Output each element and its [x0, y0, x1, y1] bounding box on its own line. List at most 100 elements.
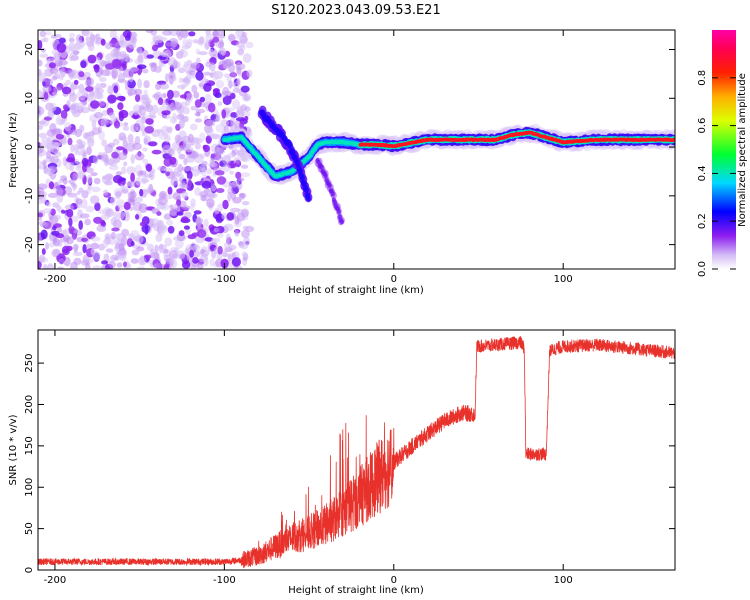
- spectrogram-noise-blob: [216, 203, 224, 212]
- spectrogram-noise-blob: [99, 82, 107, 88]
- snr-frame: [37, 329, 676, 571]
- spectrogram-noise-blob: [135, 94, 141, 103]
- spectrogram-noise-blob: [62, 156, 67, 167]
- spectrogram-ytick-label: -20: [24, 236, 35, 252]
- spectrogram-noise-blob: [212, 30, 219, 37]
- spectrogram-noise-blob: [191, 84, 198, 93]
- spectrogram-noise-blob: [194, 99, 202, 108]
- spectrogram-noise-blob: [72, 50, 80, 56]
- spectrogram-noise-blob: [214, 155, 224, 162]
- spectrogram-noise-blob: [130, 229, 140, 239]
- spectrogram-noise-blob: [78, 71, 85, 78]
- spectrogram-ytick-label: 0: [24, 144, 35, 150]
- spectrogram-noise-blob: [174, 101, 183, 111]
- spectrogram-streak-mark: [323, 173, 328, 179]
- spectrogram-noise-blob: [242, 225, 249, 231]
- spectrogram-noise-blob: [114, 42, 121, 51]
- spectrogram-noise-blob: [93, 64, 100, 73]
- spectrogram-noise-blob: [241, 201, 250, 206]
- spectrogram-noise-blob: [188, 74, 196, 79]
- spectrogram-noise-blob: [169, 250, 178, 259]
- spectrogram-noise-blob: [69, 162, 75, 172]
- spectrogram-noise-blob: [123, 209, 130, 218]
- snr-series-line: [38, 336, 675, 569]
- spectrogram-noise-blob: [142, 158, 149, 164]
- spectrogram-noise-blob: [92, 251, 101, 261]
- spectrogram-noise-blob: [131, 249, 140, 256]
- spectrogram-noise-blob: [70, 144, 75, 153]
- spectrogram-noise-blob: [177, 250, 186, 260]
- spectrogram-noise-blob: [186, 170, 193, 180]
- spectrogram-noise-blob: [64, 186, 73, 195]
- spectrogram-noise-blob: [121, 228, 130, 237]
- spectrogram-noise-blob: [221, 109, 227, 119]
- spectrogram-noise-blob: [68, 37, 75, 43]
- spectrogram-noise-blob: [38, 72, 47, 83]
- spectrogram-noise-blob: [163, 248, 169, 254]
- spectrogram-noise-blob: [81, 190, 89, 199]
- spectrogram-noise-blob: [143, 80, 150, 89]
- spectrogram-noise-blob: [172, 112, 177, 123]
- spectrogram-noise-blob: [111, 151, 119, 159]
- spectrogram-noise-blob: [135, 214, 140, 220]
- spectrogram-noise-blob: [215, 188, 225, 193]
- spectrogram-noise-blob: [94, 92, 103, 100]
- spectrogram-noise-blob: [169, 156, 177, 165]
- spectrogram-noise-blob: [110, 196, 116, 206]
- spectrogram-noise-blob: [151, 44, 159, 52]
- snr-xtick-label: 100: [554, 575, 573, 586]
- spectrogram-noise-blob: [216, 176, 227, 185]
- spectrogram-noise-blob: [216, 232, 224, 238]
- spectrogram-noise-blob: [104, 157, 109, 167]
- spectrogram-noise-blob: [188, 31, 196, 37]
- spectrogram-noise-blob: [165, 257, 171, 265]
- spectrogram-noise-blob: [188, 70, 196, 76]
- spectrogram-noise-blob: [56, 266, 64, 269]
- spectrogram-noise-blob: [53, 73, 61, 80]
- spectrogram-noise-blob: [126, 181, 136, 188]
- spectrogram-noise-blob: [192, 257, 199, 264]
- spectrogram-noise-blob: [123, 261, 127, 268]
- snr-ytick-label: 100: [24, 478, 35, 497]
- spectrogram-noise-blob: [62, 228, 70, 237]
- spectrogram-noise-blob: [226, 212, 235, 221]
- spectrogram-noise-blob: [231, 99, 241, 110]
- snr-xtick-label: 0: [391, 575, 397, 586]
- spectrogram-noise-blob: [209, 258, 215, 267]
- spectrogram-noise-blob: [99, 76, 107, 82]
- spectrogram-noise-blob: [228, 182, 238, 189]
- spectrogram-noise-blob: [64, 121, 72, 132]
- spectrogram-noise-blob: [239, 243, 249, 250]
- spectrogram-noise-blob: [139, 222, 145, 227]
- spectrogram-noise-blob: [167, 186, 173, 195]
- spectrogram-noise-blob: [52, 202, 60, 208]
- spectrogram-noise-blob: [38, 106, 45, 116]
- spectrogram-noise-blob: [222, 199, 229, 210]
- spectrogram-noise-blob: [244, 116, 249, 121]
- spectrogram-noise-blob: [144, 126, 154, 134]
- spectrogram-noise-blob: [130, 198, 136, 206]
- spectrogram-noise-blob: [143, 254, 152, 259]
- colorbar-label: Normalized spectral amplitude: [737, 73, 748, 227]
- spectrogram-noise-blob: [225, 233, 231, 243]
- spectrogram-noise-blob: [105, 53, 115, 63]
- spectrogram-noise-blob: [45, 78, 53, 86]
- spectrogram-noise-blob: [90, 90, 96, 96]
- spectrogram-noise-blob: [212, 36, 220, 43]
- spectrogram-noise-blob: [117, 102, 124, 110]
- spectrogram-noise-blob: [48, 242, 54, 248]
- spectrogram-noise-blob: [203, 144, 210, 153]
- spectrogram-noise-blob: [227, 191, 232, 202]
- spectrogram-noise-blob: [54, 58, 63, 67]
- spectrogram-noise-blob: [113, 85, 119, 94]
- spectrogram-noise-blob: [145, 163, 153, 172]
- spectrogram-noise-blob: [135, 196, 144, 203]
- spectrogram-noise-blob: [208, 62, 216, 71]
- spectrogram-noise-blob: [121, 235, 128, 246]
- spectrogram-noise-blob: [42, 159, 47, 168]
- spectrogram-noise-blob: [130, 258, 139, 264]
- spectrogram-noise-blob: [101, 265, 106, 269]
- colorbar-tick-label: 0.0: [697, 261, 708, 277]
- spectrogram-xtick-label: 0: [391, 274, 397, 285]
